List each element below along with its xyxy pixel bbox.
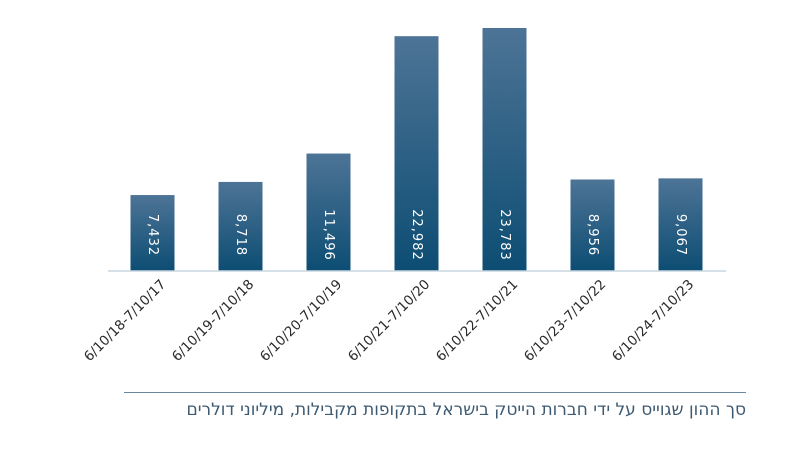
x-tick-label: 6/10/22-7/10/21 — [433, 277, 521, 365]
caption-divider — [124, 392, 746, 393]
bar — [218, 181, 263, 271]
bar-value-label: 22,982 — [409, 209, 424, 261]
x-tick-labels: 6/10/18-7/10/17 6/10/19-7/10/18 6/10/20-7/… — [81, 277, 697, 365]
bar-value-label: 7,432 — [145, 214, 160, 256]
x-tick-label: 6/10/19-7/10/18 — [169, 277, 257, 365]
bar — [306, 153, 351, 271]
x-tick-label: 6/10/23-7/10/22 — [521, 277, 609, 365]
chart-caption: סך ההון שגוייס על ידי חברות הייטק בישראל… — [186, 400, 746, 420]
bar-value-label: 8,718 — [233, 214, 248, 256]
bars-group: 7,432 8,718 11,496 22,982 23,783 8,956 9,067 — [130, 28, 703, 271]
bar-value-label: 9,067 — [673, 214, 688, 256]
bar — [658, 178, 703, 271]
bar — [570, 179, 615, 271]
bar — [394, 36, 439, 271]
x-tick-label: 6/10/18-7/10/17 — [81, 277, 169, 365]
bar-value-label: 8,956 — [585, 214, 600, 256]
bar-value-label: 23,783 — [497, 209, 512, 261]
x-tick-label: 6/10/24-7/10/23 — [609, 277, 697, 365]
x-tick-label: 6/10/20-7/10/19 — [257, 277, 345, 365]
x-tick-label: 6/10/21-7/10/20 — [345, 277, 433, 365]
bar — [482, 28, 527, 271]
bar-value-label: 11,496 — [321, 209, 336, 261]
bar — [130, 195, 175, 271]
